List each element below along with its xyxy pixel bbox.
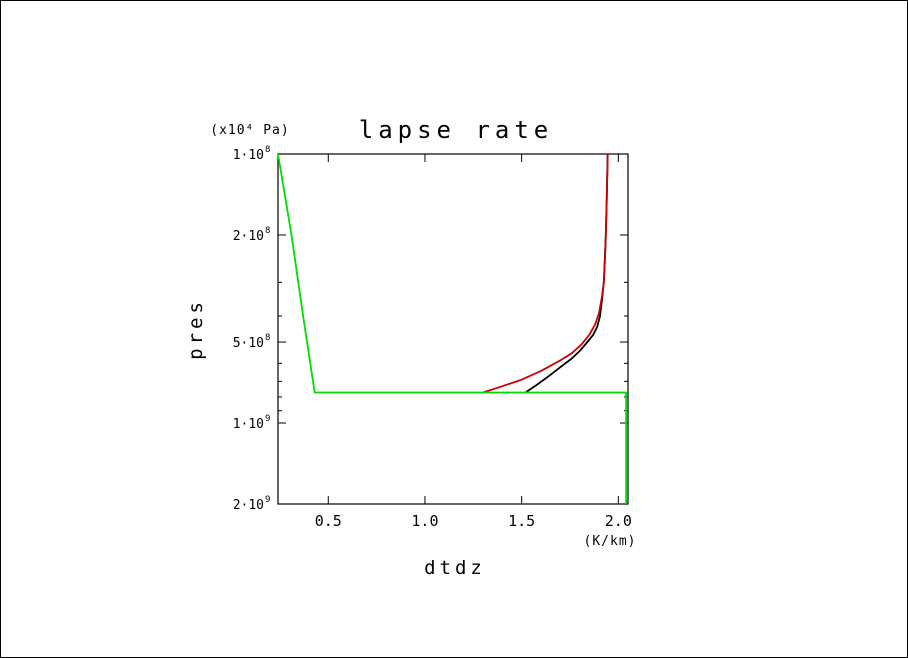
y-tick-label: 2·10 <box>233 498 264 513</box>
y-axis-label: pres <box>185 298 207 360</box>
y-tick-exponent: 8 <box>265 145 270 155</box>
x-axis-label: dtdz <box>424 557 486 579</box>
x-tick-label: 1.0 <box>411 512 438 530</box>
plot-area-frame <box>277 153 629 505</box>
y-tick-label: 1·10 <box>233 417 264 432</box>
x-tick-label: 1.5 <box>508 512 535 530</box>
y-tick-label: 2·10 <box>233 229 264 244</box>
y-tick-exponent: 9 <box>265 495 270 505</box>
x-tick-label: 0.5 <box>315 512 342 530</box>
series-line-3 <box>277 153 627 504</box>
y-unit-label: (x10⁴ Pa) <box>210 123 289 138</box>
y-tick-label: 5·10 <box>233 336 264 351</box>
series-line-2 <box>482 153 609 394</box>
y-tick-exponent: 8 <box>265 226 270 236</box>
y-tick-exponent: 9 <box>265 414 270 424</box>
x-unit-label: (K/km) <box>584 534 637 549</box>
plot-content: 0.5 1.0 1.5 2.01·10 82·10 85·10 81·10 92·10 9 <box>233 145 632 530</box>
y-tick-label: 1·10 <box>233 148 264 163</box>
y-tick-exponent: 8 <box>265 333 270 343</box>
x-tick-label: 2.0 <box>605 512 632 530</box>
chart-title: lapse rate <box>359 116 554 144</box>
